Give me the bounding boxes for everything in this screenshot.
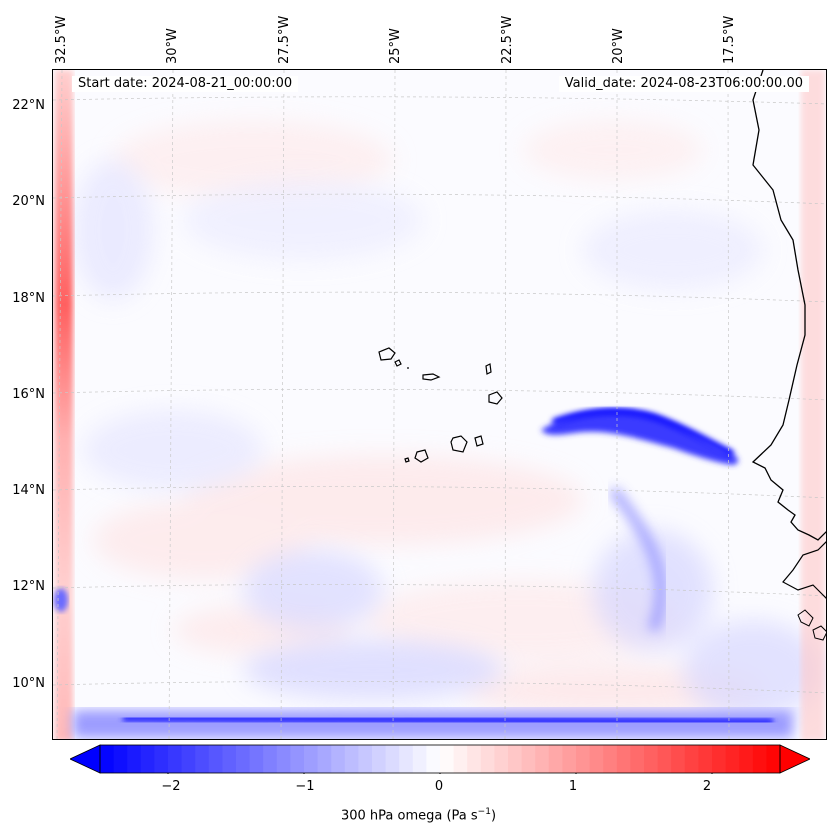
- lat-label: 16°N: [12, 387, 45, 402]
- colorbar-tickmarks: [167, 773, 713, 774]
- lon-label: 20°W: [611, 28, 626, 64]
- colorbar-extend-low: [70, 744, 101, 774]
- colorbar: [70, 744, 810, 774]
- negative-omega-patches: [73, 160, 823, 720]
- colorbar-tick-label: 0: [434, 779, 444, 794]
- colorbar-cell: [752, 745, 767, 773]
- colorbar-cell: [644, 745, 659, 773]
- colorbar-cell: [181, 745, 196, 773]
- colorbar-cell: [100, 745, 115, 773]
- colorbar-cells: [100, 745, 781, 773]
- lat-label: 22°N: [12, 98, 45, 113]
- colorbar-extend-high: [779, 744, 810, 774]
- colorbar-cell: [249, 745, 264, 773]
- blue-boundary-spot: [54, 588, 68, 612]
- lon-label: 22.5°W: [500, 15, 515, 64]
- colorbar-cell: [127, 745, 142, 773]
- colorbar-cell: [331, 745, 346, 773]
- colorbar-cell: [562, 745, 577, 773]
- colorbar-cell: [684, 745, 699, 773]
- map-panel[interactable]: [52, 69, 827, 740]
- colorbar-cell: [548, 745, 563, 773]
- lat-label: 12°N: [12, 579, 45, 594]
- bottom-boundary-band: [73, 710, 793, 738]
- lat-label: 18°N: [12, 291, 45, 306]
- colorbar-cell: [236, 745, 251, 773]
- colorbar-tick-label: 2: [702, 779, 712, 794]
- colorbar-label-exponent: −1: [477, 807, 491, 817]
- lat-label: 20°N: [12, 194, 45, 209]
- lat-label: 14°N: [12, 483, 45, 498]
- colorbar-cell: [521, 745, 536, 773]
- colorbar-label: 300 hPa omega (Pa s−1): [0, 807, 837, 823]
- coastline-africa: [751, 70, 826, 541]
- valid-date-label: Valid_date: 2024-08-23T06:00:00.00: [558, 76, 809, 92]
- colorbar-tick-label: −2: [161, 779, 181, 794]
- colorbar-cell: [603, 745, 618, 773]
- colorbar-cell: [467, 745, 482, 773]
- colorbar-cell: [372, 745, 387, 773]
- colorbar-cell: [344, 745, 359, 773]
- graticule: [53, 70, 826, 739]
- colorbar-cell: [440, 745, 455, 773]
- colorbar-cell: [698, 745, 713, 773]
- colorbar-cell: [725, 745, 740, 773]
- colorbar-cell: [535, 745, 550, 773]
- colorbar-cell: [412, 745, 427, 773]
- colorbar-cell: [508, 745, 523, 773]
- colorbar-cell: [453, 745, 468, 773]
- right-boundary-band: [801, 70, 825, 739]
- colorbar-cell: [766, 745, 781, 773]
- cape-verde-islands: [378, 347, 503, 463]
- colorbar-cell: [426, 745, 441, 773]
- colorbar-cell: [317, 745, 332, 773]
- colorbar-cell: [358, 745, 373, 773]
- colorbar-cell: [494, 745, 509, 773]
- colorbar-cell: [276, 745, 291, 773]
- colorbar-cell: [399, 745, 414, 773]
- strong-ascent-band: [541, 408, 739, 632]
- colorbar-cell: [712, 745, 727, 773]
- colorbar-cell: [168, 745, 183, 773]
- colorbar-cell: [222, 745, 237, 773]
- lon-label: 17.5°W: [722, 15, 737, 64]
- lat-label: 10°N: [12, 676, 45, 691]
- colorbar-cell: [671, 745, 686, 773]
- lon-label: 32.5°W: [54, 15, 69, 64]
- coastline-guinea: [782, 541, 826, 599]
- colorbar-cell: [589, 745, 604, 773]
- colorbar-cell: [657, 745, 672, 773]
- colorbar-cell: [576, 745, 591, 773]
- lon-label: 30°W: [165, 28, 180, 64]
- colorbar-label-prefix: 300 hPa omega (Pa s: [340, 808, 478, 824]
- lon-label: 25°W: [388, 28, 403, 64]
- colorbar-cell: [304, 745, 319, 773]
- colorbar-cell: [290, 745, 305, 773]
- colorbar-cell: [263, 745, 278, 773]
- colorbar-cell: [208, 745, 223, 773]
- lon-label: 27.5°W: [277, 15, 292, 64]
- colorbar-cell: [154, 745, 169, 773]
- colorbar-cell: [385, 745, 400, 773]
- colorbar-label-suffix: ): [490, 808, 497, 824]
- left-boundary-band: [55, 70, 73, 739]
- colorbar-tick-label: 1: [568, 779, 578, 794]
- colorbar-cell: [630, 745, 645, 773]
- omega-field-map: [53, 70, 826, 739]
- colorbar-cell: [195, 745, 210, 773]
- colorbar-cell: [113, 745, 128, 773]
- colorbar-cell: [739, 745, 754, 773]
- colorbar-cell: [616, 745, 631, 773]
- start-date-label: Start date: 2024-08-21_00:00:00: [72, 76, 299, 92]
- colorbar-cell: [140, 745, 155, 773]
- colorbar-cell: [480, 745, 495, 773]
- colorbar-tick-label: −1: [295, 779, 315, 794]
- coastline-islands-bijagos: [797, 609, 826, 641]
